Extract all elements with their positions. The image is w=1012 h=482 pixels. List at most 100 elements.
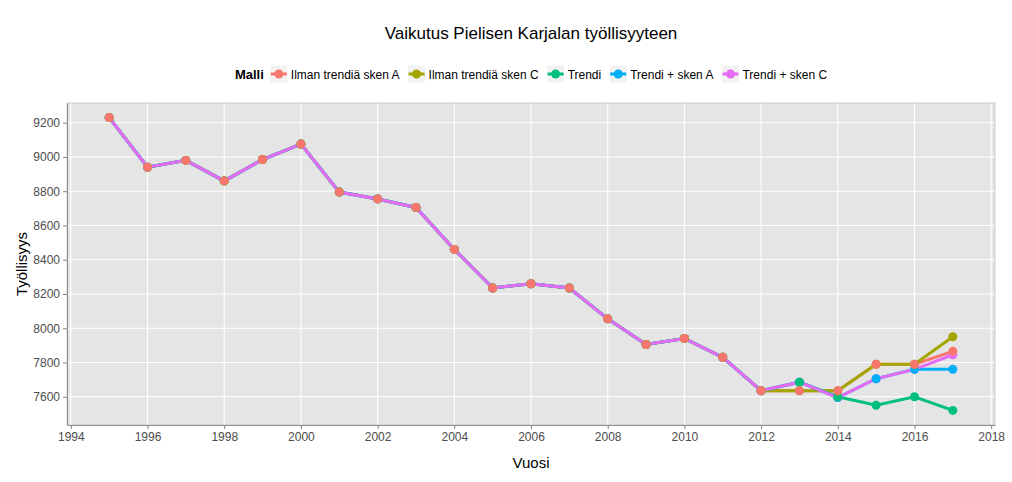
x-tick-mark — [761, 425, 762, 429]
series-point — [527, 279, 536, 288]
series-point — [488, 283, 497, 292]
legend-key — [609, 65, 627, 83]
series-point — [258, 155, 267, 164]
grid-line-x — [377, 103, 378, 425]
series-point — [527, 279, 536, 288]
series-point — [143, 163, 152, 172]
series-point — [642, 340, 651, 349]
series-point — [335, 188, 344, 197]
series-point — [527, 279, 536, 288]
series-point — [872, 401, 881, 410]
plot-area — [105, 113, 958, 415]
y-tick-mark — [63, 294, 67, 295]
x-tick-mark — [71, 425, 72, 429]
series-point — [450, 245, 459, 254]
chart: 1994199619982000200220042006200820102012… — [0, 0, 1012, 482]
y-tick-label: 8200 — [33, 287, 60, 301]
legend-key — [547, 65, 565, 83]
x-tick-label: 2012 — [748, 430, 775, 444]
x-tick-label: 2006 — [518, 430, 545, 444]
grid-line-x — [70, 103, 71, 425]
series-line — [109, 118, 953, 398]
series-point — [220, 176, 229, 185]
legend-item: Trendi + sken C — [721, 65, 827, 83]
series-point — [795, 386, 804, 395]
legend-item: Trendi + sken A — [609, 65, 713, 83]
series-point — [680, 334, 689, 343]
series-point — [872, 360, 881, 369]
y-tick-label: 9200 — [33, 116, 60, 130]
legend-item: Ilman trendiä sken C — [408, 65, 539, 83]
series-point — [718, 353, 727, 362]
legend-title: Malli — [235, 67, 264, 82]
grid-line-x — [454, 103, 455, 425]
grid-line-x — [914, 103, 915, 425]
y-tick-label: 8400 — [33, 253, 60, 267]
series-point — [181, 156, 190, 165]
x-tick: 2018 — [978, 425, 1005, 444]
grid-line-x — [837, 103, 838, 425]
series-line — [109, 118, 953, 391]
y-tick: 7800 — [33, 356, 67, 370]
series-point — [680, 334, 689, 343]
series-point — [603, 314, 612, 323]
y-tick-mark — [63, 157, 67, 158]
series-point — [718, 353, 727, 362]
series-point — [910, 392, 919, 401]
x-tick-label: 2018 — [978, 430, 1005, 444]
legend-item: Trendi — [547, 65, 602, 83]
series-point — [296, 140, 305, 149]
series-point — [105, 113, 114, 122]
y-tick-mark — [63, 225, 67, 226]
series-point — [220, 176, 229, 185]
series-point — [565, 283, 574, 292]
legend-key — [408, 65, 426, 83]
y-tick-label: 9000 — [33, 150, 60, 164]
series-point — [948, 406, 957, 415]
grid-line-x — [991, 103, 992, 425]
series-point — [450, 245, 459, 254]
legend-label: Trendi + sken C — [742, 68, 827, 82]
x-tick-label: 2004 — [441, 430, 468, 444]
series-point — [680, 334, 689, 343]
series-point — [948, 332, 957, 341]
y-tick-label: 7800 — [33, 356, 60, 370]
series-point — [718, 353, 727, 362]
x-tick: 1994 — [58, 425, 85, 444]
series-point — [948, 347, 957, 356]
series-point — [757, 386, 766, 395]
y-tick: 8600 — [33, 219, 67, 233]
x-tick-mark — [378, 425, 379, 429]
series-point — [373, 194, 382, 203]
grid-line-x — [607, 103, 608, 425]
series-point — [220, 176, 229, 185]
series-point — [411, 203, 420, 212]
series-point — [373, 194, 382, 203]
legend-key-point — [726, 70, 735, 79]
series-line — [109, 118, 953, 391]
series-point — [757, 386, 766, 395]
series-point — [411, 203, 420, 212]
x-tick-label: 2008 — [595, 430, 622, 444]
y-tick: 8400 — [33, 253, 67, 267]
y-tick: 7600 — [33, 390, 67, 404]
series-point — [757, 386, 766, 395]
grid-line-x — [147, 103, 148, 425]
series-point — [795, 378, 804, 387]
x-axis-title: Vuosi — [513, 454, 550, 471]
series-line — [109, 118, 953, 411]
legend-key — [721, 65, 739, 83]
series-point — [603, 314, 612, 323]
y-tick-label: 8600 — [33, 219, 60, 233]
series-point — [143, 163, 152, 172]
series-point — [603, 314, 612, 323]
series-point — [488, 283, 497, 292]
y-tick-mark — [63, 123, 67, 124]
series-point — [411, 203, 420, 212]
legend-key-point — [412, 70, 421, 79]
series-point — [872, 374, 881, 383]
series-point — [757, 386, 766, 395]
series-point — [105, 113, 114, 122]
series-point — [948, 365, 957, 374]
series-point — [488, 283, 497, 292]
